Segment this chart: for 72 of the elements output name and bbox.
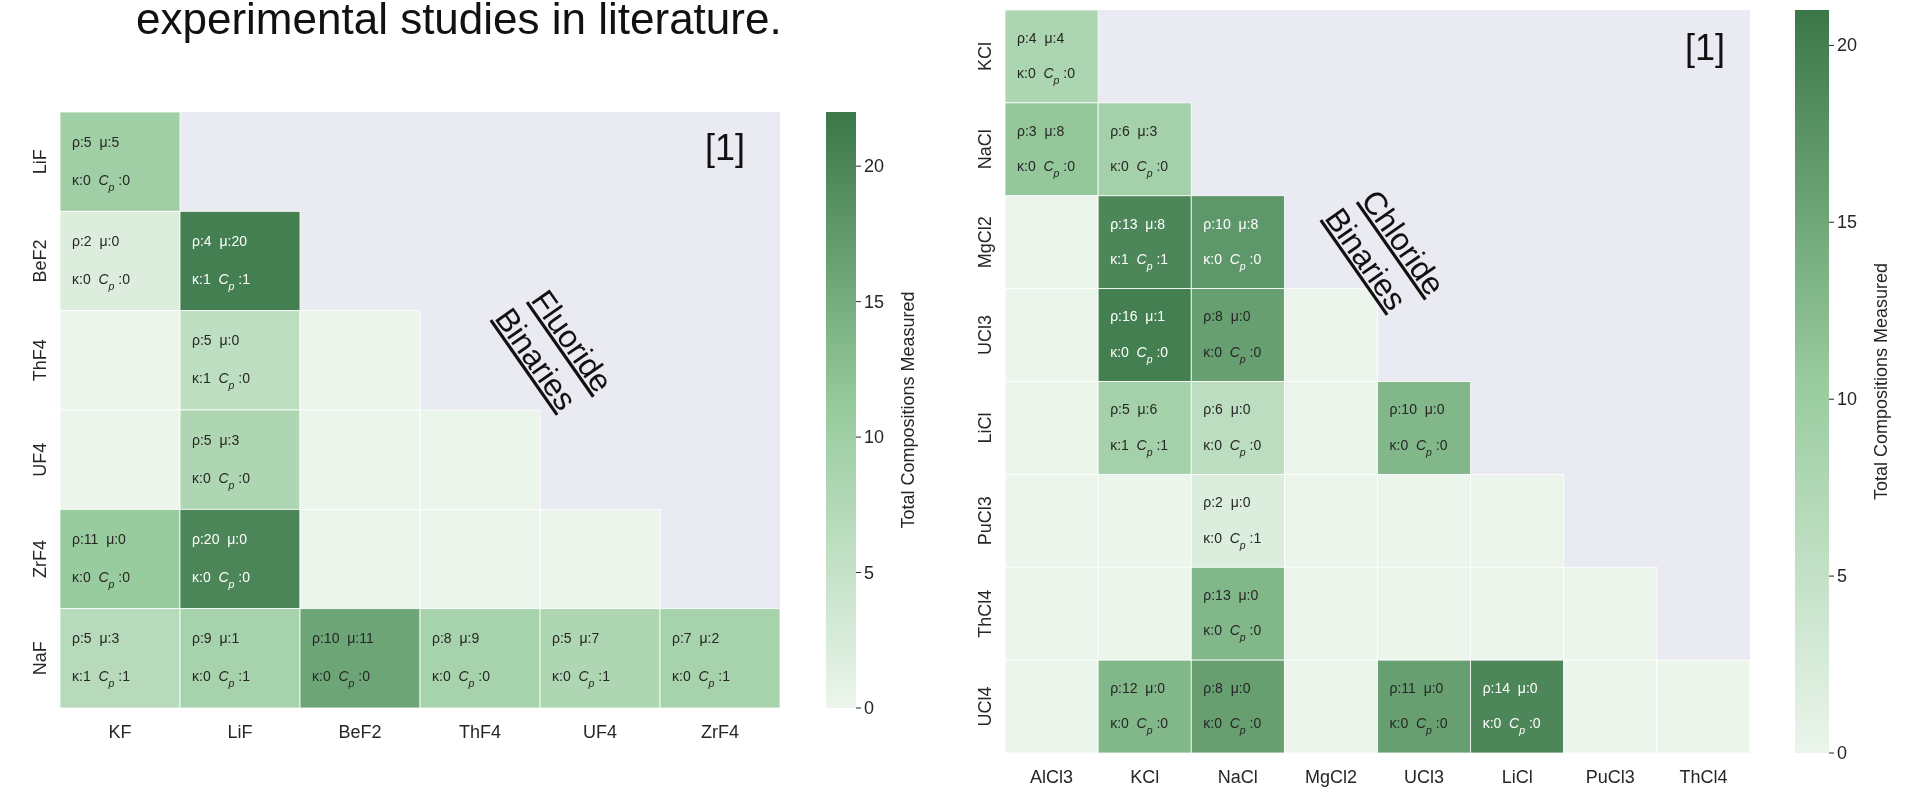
x-tick-label: KF — [108, 722, 132, 742]
y-tick-label: MgCl2 — [975, 216, 995, 269]
x-tick-label: MgCl2 — [1304, 767, 1357, 787]
y-tick-label: LiF — [30, 149, 50, 175]
color-bar-title: Total Compositions Measured — [898, 291, 918, 529]
x-tick-label: LiF — [227, 722, 253, 742]
text: ρ:3 μ:8 κ:0 C$_{p}$:0 — [1017, 122, 1076, 180]
text: ρ:5 μ:5 κ:0 C$_{p}$:0 — [72, 133, 131, 193]
annotation: [1] — [1684, 27, 1725, 68]
color-bar-label: 5 — [1837, 566, 1848, 587]
text: ρ:10 μ:11 κ:0 C$_{p}$:0 — [312, 630, 374, 690]
y-tick-label: KCl — [975, 41, 995, 71]
annotation: [1] — [704, 127, 745, 168]
text: ρ:9 μ:1 κ:0 C$_{p}$:1 — [192, 630, 251, 690]
text: ρ:11 μ:0 κ:0 C$_{p}$:0 — [72, 531, 131, 590]
color-bar-label: 0 — [1837, 743, 1848, 763]
y-tick-label: BeF2 — [30, 239, 50, 283]
text: ρ:4 μ:4 κ:0 C$_{p}$:0 — [1017, 29, 1076, 87]
color-bar-label: 20 — [1837, 35, 1858, 56]
x-tick-label: BeF2 — [338, 722, 382, 742]
text: ρ:12 μ:0 κ:0 C$_{p}$:0 — [1110, 679, 1169, 737]
text: ρ:20 μ:0 κ:0 C$_{p}$:0 — [192, 531, 251, 590]
text: ρ:5 μ:0 κ:1 C$_{p}$:0 — [192, 332, 251, 392]
text: ρ:5 μ:7 κ:0 C$_{p}$:1 — [552, 630, 611, 690]
x-tick-label: AlCl3 — [1030, 767, 1074, 787]
y-tick-label: ThCl4 — [975, 589, 995, 638]
text: ρ:6 μ:3 κ:0 C$_{p}$:0 — [1110, 122, 1169, 180]
y-tick-label: UCl3 — [975, 315, 995, 356]
y-tick-label: UCl4 — [975, 686, 995, 727]
color-bar-label: 5 — [864, 562, 875, 583]
text: ρ:8 μ:0 κ:0 C$_{p}$:0 — [1203, 679, 1262, 737]
text: ρ:6 μ:0 κ:0 C$_{p}$:0 — [1203, 401, 1262, 458]
x-tick-label: PuCl3 — [1585, 767, 1635, 787]
text: ρ:13 μ:0 κ:0 C$_{p}$:0 — [1203, 587, 1262, 644]
chart-title: experimental studies in literature. — [136, 0, 782, 43]
color-bar-label: 10 — [864, 427, 885, 448]
x-tick-label: LiCl — [1501, 767, 1533, 787]
y-tick-label: PuCl3 — [975, 496, 995, 546]
x-tick-label: KCl — [1130, 767, 1160, 787]
x-tick-label: ThF4 — [458, 722, 502, 742]
text: ρ:8 μ:9 κ:0 C$_{p}$:0 — [432, 630, 491, 690]
text: ρ:7 μ:2 κ:0 C$_{p}$:1 — [672, 630, 731, 690]
y-tick-label: NaCl — [975, 129, 995, 170]
text: ρ:11 μ:0 κ:0 C$_{p}$:0 — [1389, 679, 1448, 737]
y-tick-label: NaF — [30, 641, 50, 676]
y-tick-label: ThF4 — [30, 339, 50, 382]
text: ρ:14 μ:0 κ:0 C$_{p}$:0 — [1482, 679, 1541, 737]
text: ρ:4 μ:20 κ:1 C$_{p}$:1 — [192, 233, 251, 292]
color-bar-label: 15 — [1837, 212, 1858, 233]
y-tick-label: UF4 — [30, 442, 50, 477]
text: ρ:8 μ:0 κ:0 C$_{p}$:0 — [1203, 308, 1262, 365]
text: ρ:10 μ:0 κ:0 C$_{p}$:0 — [1389, 401, 1448, 458]
color-bar-title: Total Compositions Measured — [1871, 262, 1891, 501]
x-tick-label: UF4 — [582, 722, 618, 742]
text: ρ:5 μ:3 κ:1 C$_{p}$:1 — [72, 630, 131, 690]
x-tick-label: ThCl4 — [1679, 767, 1728, 787]
text: ρ:16 μ:1 κ:0 C$_{p}$:0 — [1110, 308, 1169, 365]
text: ρ:5 μ:6 κ:1 C$_{p}$:1 — [1110, 401, 1169, 458]
text: ρ:10 μ:8 κ:0 C$_{p}$:0 — [1203, 215, 1262, 272]
color-bar-label: 10 — [1837, 389, 1858, 410]
text: ρ:5 μ:3 κ:0 C$_{p}$:0 — [192, 431, 251, 491]
x-tick-label: NaCl — [1217, 767, 1258, 787]
text: ρ:13 μ:8 κ:1 C$_{p}$:1 — [1110, 215, 1169, 272]
x-tick-label: UCl3 — [1404, 767, 1445, 787]
color-bar-label: 20 — [864, 156, 885, 177]
y-tick-label: LiCl — [975, 412, 995, 444]
x-tick-label: ZrF4 — [701, 722, 739, 742]
color-bar-label: 15 — [864, 291, 885, 312]
text: ρ:2 μ:0 κ:0 C$_{p}$:0 — [72, 233, 131, 292]
y-tick-label: ZrF4 — [30, 540, 50, 578]
color-bar-label: 0 — [864, 698, 875, 718]
text: ρ:2 μ:0 κ:0 C$_{p}$:1 — [1203, 494, 1262, 551]
